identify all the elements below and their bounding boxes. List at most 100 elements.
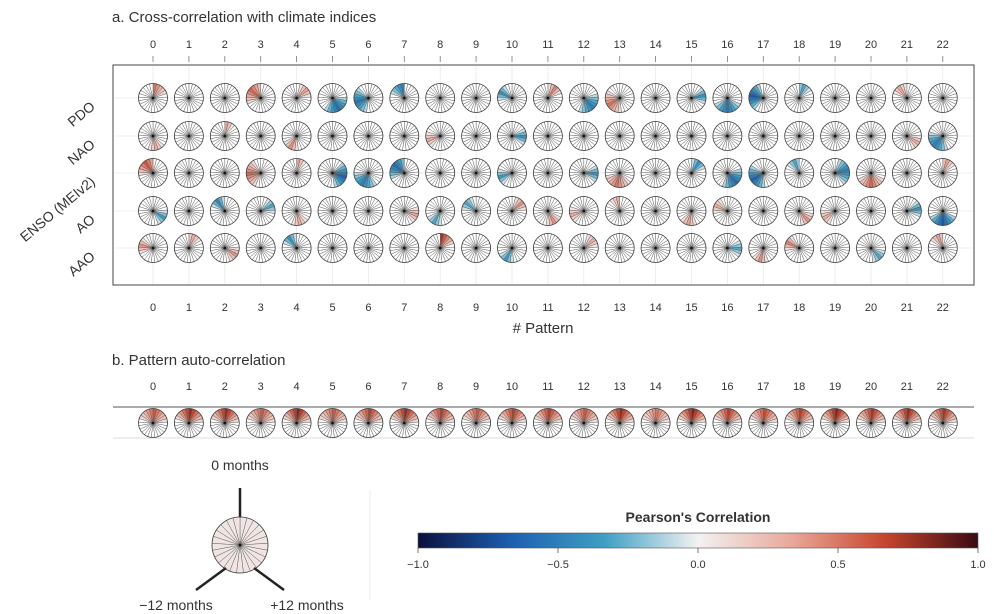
glyph-center	[833, 246, 837, 250]
glyph-outline	[892, 233, 922, 263]
glyph-center	[869, 96, 873, 100]
glyph-outline	[497, 158, 527, 188]
glyph-aao-5	[317, 233, 348, 263]
glyph-center	[438, 246, 442, 250]
glyph-center	[331, 134, 334, 138]
glyph-center	[151, 246, 155, 250]
x-tick-label-bottom: 1	[186, 302, 192, 314]
glyph-outline	[712, 83, 743, 113]
glyph-enso-1	[173, 158, 204, 188]
glyph-aao-18	[784, 233, 815, 263]
glyph-outline	[856, 233, 886, 263]
glyph-outline	[892, 196, 922, 226]
glyph-center	[151, 134, 155, 138]
glyph-outline	[353, 158, 384, 188]
x-tick-label-bottom: 8	[437, 302, 443, 314]
glyph-outline	[245, 83, 276, 113]
x-tick-label-b: 17	[757, 381, 769, 393]
glyph-outline	[138, 83, 168, 113]
glyph-outline	[389, 196, 420, 226]
glyph-aao-4	[281, 233, 312, 263]
glyph-center	[582, 209, 586, 213]
x-tick-label-top: 0	[150, 39, 156, 51]
glyph-center	[474, 246, 478, 250]
glyph-outline	[892, 83, 922, 113]
glyph-center	[403, 421, 406, 425]
glyph-center	[187, 421, 191, 425]
glyph-nao-17	[748, 121, 779, 151]
glyph-ao-22	[927, 196, 958, 226]
glyph-center	[259, 421, 263, 425]
x-tick-label-bottom: 6	[365, 302, 371, 314]
glyph-center	[259, 246, 263, 250]
glyph-outline	[173, 408, 204, 438]
glyph-outline	[533, 408, 563, 438]
legend-glyph	[211, 516, 269, 574]
glyph-center	[762, 246, 765, 250]
glyph-pdo-20	[856, 83, 886, 113]
x-axis-label: # Pattern	[513, 320, 574, 337]
glyph-center	[941, 246, 945, 250]
glyph-outline	[389, 408, 420, 438]
colorbar-tick-label: −1.0	[407, 559, 429, 571]
glyph-center	[223, 171, 227, 175]
glyph-ao-16	[712, 196, 743, 226]
glyph-center	[331, 171, 334, 175]
legend-glyph-circle	[211, 516, 269, 574]
glyph-ao-5	[317, 196, 348, 226]
glyph-auto-5	[317, 408, 348, 438]
glyph-auto-13	[604, 408, 635, 438]
glyph-center	[151, 171, 155, 175]
glyph-center	[403, 134, 406, 138]
glyph-center	[295, 171, 298, 175]
glyph-outline	[604, 83, 635, 113]
glyph-center	[331, 246, 334, 250]
x-tick-label-top: 2	[222, 39, 228, 51]
glyph-center	[151, 209, 155, 213]
glyph-ao-13	[604, 196, 635, 226]
x-tick-label-bottom: 9	[473, 302, 479, 314]
glyph-center	[869, 246, 873, 250]
glyph-outline	[676, 158, 707, 188]
glyph-outline	[676, 408, 707, 438]
glyph-aao-11	[533, 233, 563, 263]
glyph-enso-20	[856, 158, 886, 188]
glyph-center	[546, 96, 550, 100]
x-tick-label-b: 14	[649, 381, 661, 393]
glyph-center	[618, 171, 621, 175]
glyph-ao-2	[209, 196, 240, 226]
row-label: NAO	[64, 136, 98, 168]
glyph-auto-4	[281, 408, 312, 438]
glyph-outline	[712, 233, 743, 263]
glyph-enso-11	[533, 158, 563, 188]
glyph-center	[367, 171, 370, 175]
glyph-auto-11	[533, 408, 563, 438]
colorbar-tick-label: 0.5	[830, 559, 845, 571]
glyph-auto-7	[389, 408, 420, 438]
glyph-outline	[281, 408, 312, 438]
glyph-aao-14	[640, 233, 671, 263]
glyph-ao-10	[497, 196, 527, 226]
glyph-ao-19	[820, 196, 850, 226]
glyph-outline	[927, 83, 958, 113]
glyph-outline	[533, 121, 563, 151]
glyph-pdo-8	[425, 83, 456, 113]
x-tick-label-top: 6	[365, 39, 371, 51]
glyph-outline	[927, 196, 958, 226]
glyph-enso-21	[892, 158, 922, 188]
panel-a-bottom-tick-labels: 0 1 2 3 4 5 6 7 8 9 10 11 12 13 14 15 16 17 18 19 20 21 22	[150, 302, 949, 314]
glyph-outline	[209, 83, 240, 113]
x-tick-label-b: 22	[937, 381, 949, 393]
glyph-outline	[138, 121, 168, 151]
x-tick-label-bottom: 20	[865, 302, 877, 314]
glyph-enso-17	[748, 158, 779, 188]
glyph-outline	[389, 121, 420, 151]
glyph-center	[941, 421, 945, 425]
glyph-enso-22	[927, 158, 958, 188]
x-tick-label-b: 12	[578, 381, 590, 393]
glyph-outline	[533, 158, 563, 188]
glyph-outline	[461, 158, 492, 188]
x-tick-label-bottom: 18	[793, 302, 805, 314]
glyph-auto-18	[784, 408, 815, 438]
x-tick-label-top: 11	[542, 39, 553, 51]
